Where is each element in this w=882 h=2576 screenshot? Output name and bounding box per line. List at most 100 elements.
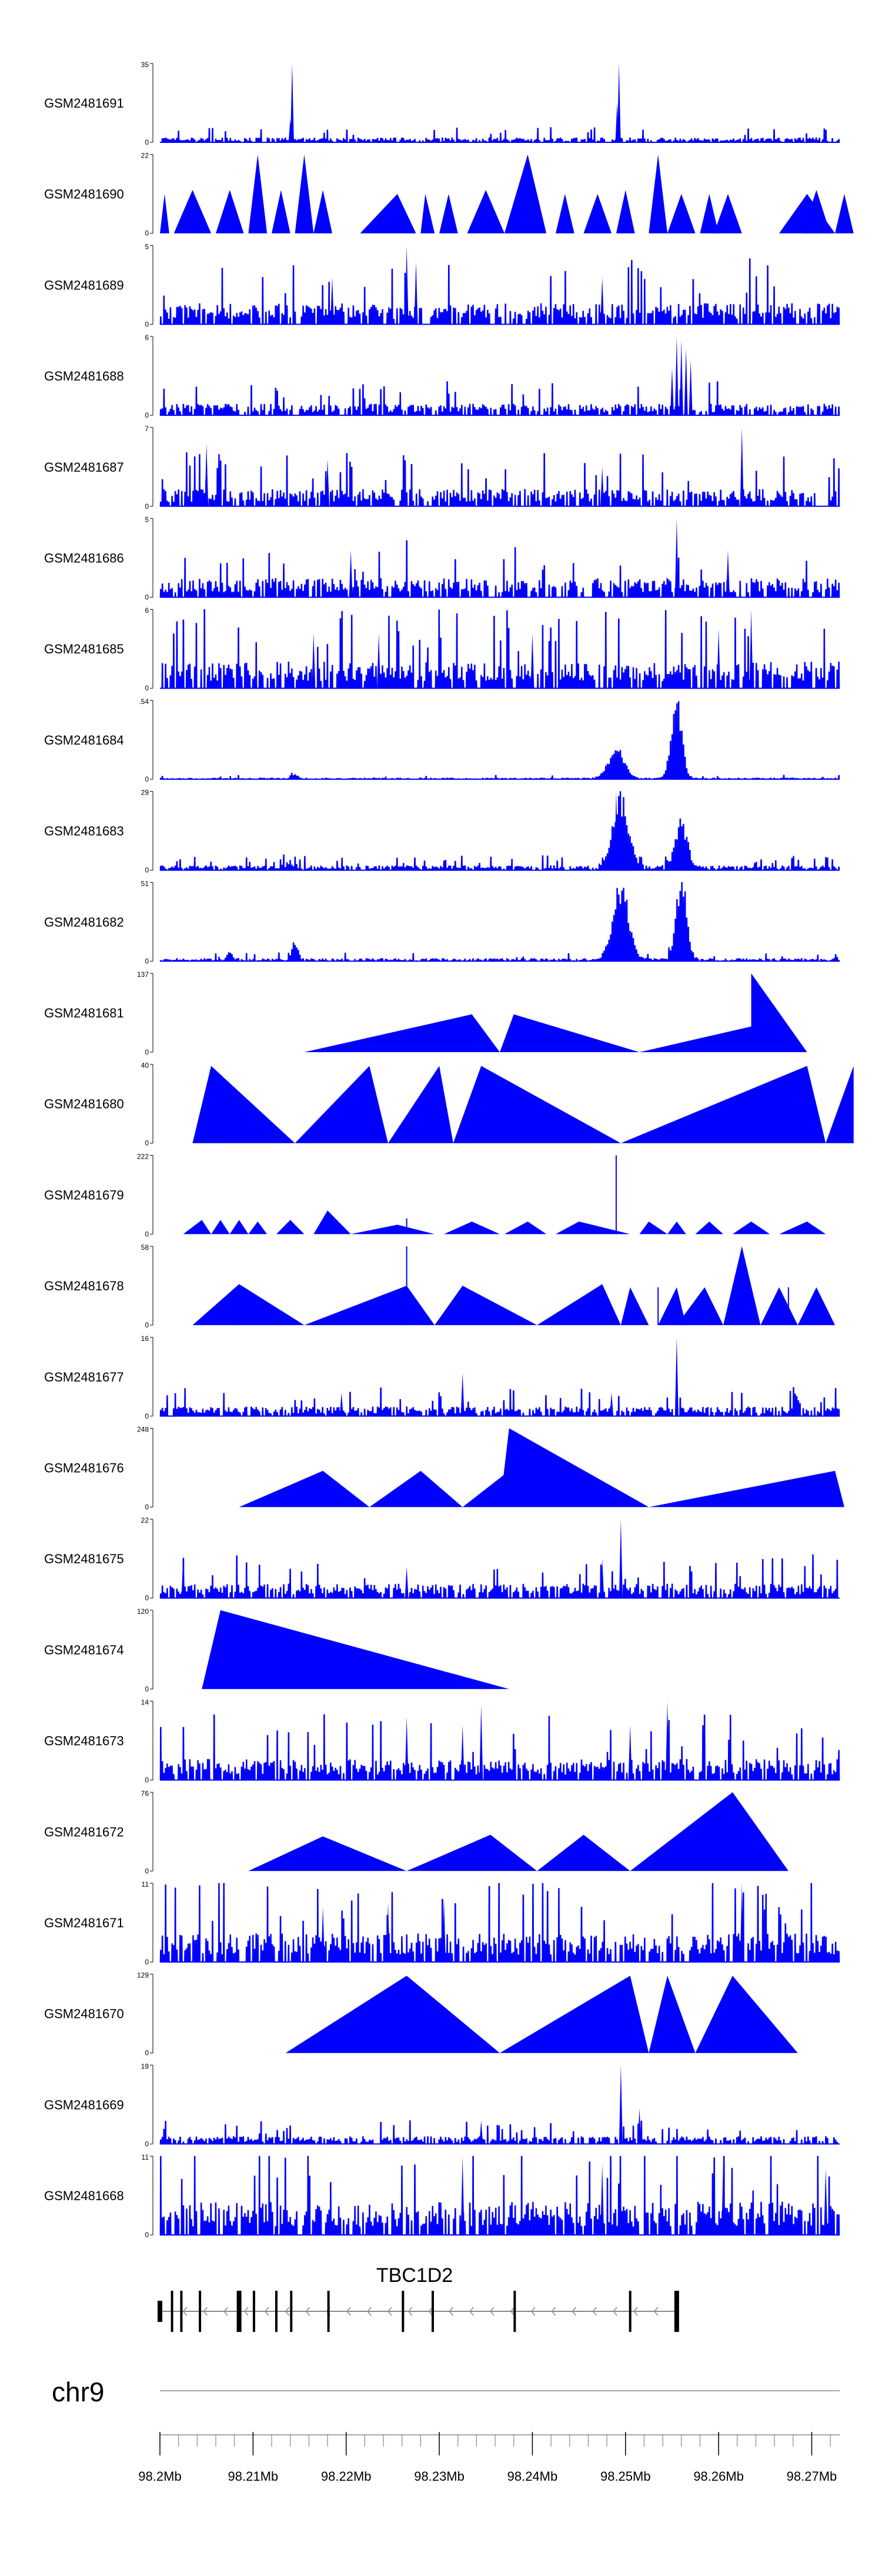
coverage-triangle bbox=[304, 1014, 500, 1052]
track-label: GSM2481684 bbox=[44, 733, 124, 748]
y-tick-label-max: 129 bbox=[137, 1971, 149, 1980]
coverage-peak bbox=[610, 1392, 614, 1416]
coverage-triangle bbox=[272, 190, 290, 233]
y-tick-label-zero: 0 bbox=[145, 1776, 149, 1784]
track-GSM2481685: GSM2481685 6 0 bbox=[44, 606, 840, 692]
track-label: GSM2481690 bbox=[44, 187, 124, 202]
track-GSM2481678: GSM2481678 58 0 bbox=[44, 1243, 836, 1329]
y-tick-label-max: 7 bbox=[145, 425, 149, 433]
y-tick-label-zero: 0 bbox=[145, 1321, 149, 1329]
coverage-triangle bbox=[304, 1286, 435, 1326]
y-tick-label-max: 6 bbox=[145, 606, 149, 615]
axis-tick-label: 98.22Mb bbox=[321, 2469, 372, 2484]
coverage-peak bbox=[600, 277, 604, 325]
coverage-triangle bbox=[192, 1066, 295, 1143]
coverage-triangle bbox=[667, 1221, 686, 1234]
y-tick-label-max: .54 bbox=[139, 698, 149, 706]
coverage-triangle bbox=[500, 1976, 649, 2053]
coverage-peak bbox=[600, 1559, 604, 1599]
track-label: GSM2481686 bbox=[44, 551, 124, 566]
strand-arrow bbox=[633, 2307, 638, 2316]
y-tick-label-zero: 0 bbox=[145, 684, 149, 692]
coverage-triangle bbox=[556, 193, 574, 233]
track-label: GSM2481687 bbox=[44, 460, 124, 475]
y-tick-label-max: 248 bbox=[137, 1426, 149, 1434]
y-tick-label-max: 29 bbox=[141, 789, 149, 797]
track-GSM2481669: GSM2481669 19 0 bbox=[44, 2062, 840, 2148]
axis-tick-label: 98.25Mb bbox=[600, 2469, 651, 2484]
coverage-triangle bbox=[802, 190, 831, 233]
y-tick-label-max: 6 bbox=[145, 333, 149, 342]
y-tick-label-max: 51 bbox=[141, 879, 149, 887]
coverage-triangle bbox=[369, 1470, 463, 1507]
coverage-peak bbox=[600, 2164, 604, 2235]
gene-exon bbox=[252, 2291, 255, 2332]
coverage-triangle bbox=[826, 1066, 854, 1143]
axis-tick-label: 98.23Mb bbox=[414, 2469, 465, 2484]
coverage-peak bbox=[824, 2168, 828, 2235]
track-label: GSM2481689 bbox=[44, 278, 124, 292]
coverage-triangle bbox=[649, 154, 668, 233]
coverage-peak bbox=[442, 1898, 446, 1962]
coverage-peak bbox=[414, 261, 418, 325]
strand-arrow bbox=[387, 2307, 392, 2316]
y-tick-label-zero: 0 bbox=[145, 411, 149, 419]
gene-exon bbox=[290, 2291, 293, 2332]
genome-axis: chr9 98.2Mb 98.21Mb 98.22Mb 98.23Mb 98.24Mb 98… bbox=[52, 2377, 840, 2484]
coverage-triangle bbox=[835, 193, 854, 233]
coverage-peak bbox=[726, 550, 730, 598]
track-label: GSM2481682 bbox=[44, 915, 124, 929]
coverage-triangle bbox=[751, 973, 807, 1052]
coverage-peak bbox=[386, 1903, 390, 1962]
strand-arrow bbox=[285, 2307, 290, 2316]
track-GSM2481684: GSM2481684 .54 0 bbox=[44, 698, 840, 783]
coverage-triangle bbox=[714, 193, 742, 233]
strand-arrow bbox=[223, 2307, 228, 2316]
coverage-triangle bbox=[537, 1834, 630, 1871]
track-GSM2481676: GSM2481676 248 0 bbox=[44, 1426, 844, 1511]
chromosome-label: chr9 bbox=[52, 2377, 104, 2407]
coverage-peak bbox=[619, 2065, 623, 2144]
coverage-triangle bbox=[658, 1287, 686, 1326]
coverage-triangle bbox=[313, 190, 332, 233]
strand-arrow bbox=[551, 2307, 556, 2316]
y-tick-label-zero: 0 bbox=[145, 1412, 149, 1420]
coverage-peak bbox=[666, 1701, 670, 1780]
track-GSM2481689: GSM2481689 5 0 bbox=[44, 242, 840, 328]
track-GSM2481680: GSM2481680 40 0 bbox=[44, 1062, 854, 1147]
axis-tick-label: 98.2Mb bbox=[138, 2469, 181, 2484]
coverage-triangle bbox=[649, 1470, 844, 1507]
coverage-triangle bbox=[192, 1284, 305, 1326]
track-label: GSM2481680 bbox=[44, 1097, 124, 1112]
coverage-triangle bbox=[160, 193, 169, 233]
track-GSM2481679: GSM2481679 222 0 bbox=[44, 1152, 826, 1238]
y-tick-label-max: 137 bbox=[137, 970, 149, 979]
y-tick-label-max: 11 bbox=[142, 2153, 149, 2161]
track-GSM2481686: GSM2481686 5 0 bbox=[44, 516, 840, 602]
coverage-triangle bbox=[248, 1221, 268, 1234]
gene-exon bbox=[629, 2291, 632, 2332]
coverage-triangle bbox=[620, 1287, 649, 1326]
coverage-peak bbox=[312, 633, 316, 689]
track-label: GSM2481675 bbox=[44, 1551, 124, 1566]
coverage-peak bbox=[614, 791, 618, 870]
y-tick-label-max: 5 bbox=[145, 242, 149, 251]
track-GSM2481681: GSM2481681 137 0 bbox=[44, 970, 807, 1056]
coverage-peak bbox=[349, 550, 353, 598]
coverage-peak bbox=[740, 1883, 744, 1962]
axis-tick-label: 98.26Mb bbox=[693, 2469, 744, 2484]
track-label: GSM2481679 bbox=[44, 1187, 124, 1202]
gene-exon bbox=[171, 2291, 173, 2332]
coverage-triangle bbox=[211, 1220, 230, 1234]
signal-tracks: GSM2481691350GSM2481690220GSM248168950GS… bbox=[44, 61, 854, 2239]
strand-arrow bbox=[592, 2307, 597, 2316]
coverage-area bbox=[159, 1387, 840, 1417]
y-tick-label-zero: 0 bbox=[145, 2140, 149, 2148]
y-tick-label-zero: 0 bbox=[145, 2231, 149, 2239]
track-label: GSM2481688 bbox=[44, 369, 124, 383]
track-GSM2481671: GSM2481671 11 0 bbox=[44, 1880, 840, 1966]
coverage-triangle bbox=[183, 1220, 212, 1234]
track-label: GSM2481673 bbox=[44, 1734, 124, 1749]
gene-exon bbox=[402, 2291, 405, 2332]
